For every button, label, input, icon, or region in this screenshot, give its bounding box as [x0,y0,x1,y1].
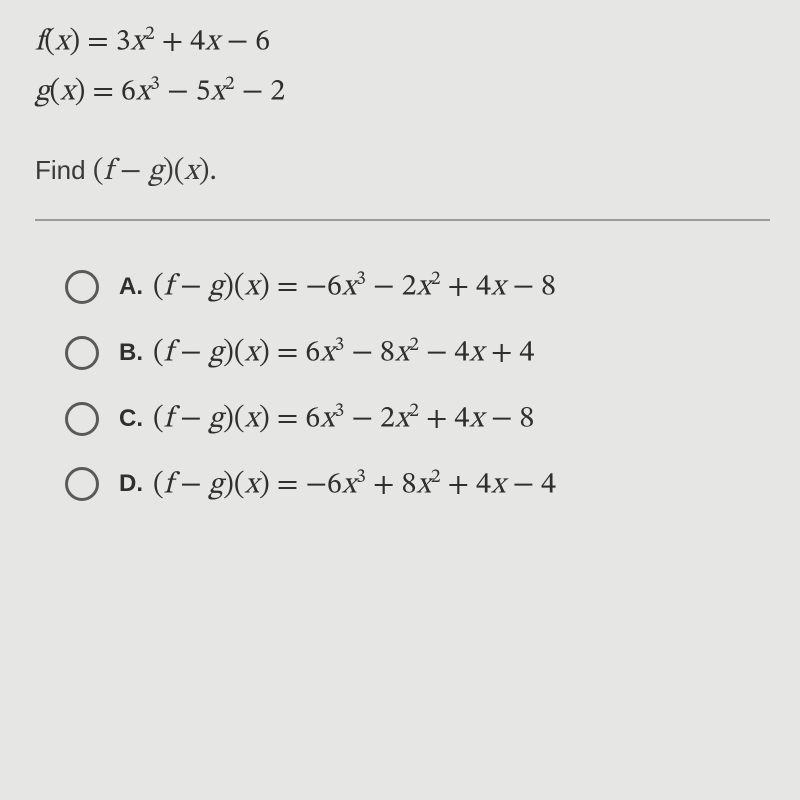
choice-c[interactable]: C. (f − g)(x) = 6x3 − 2x2 + 4x − 8 [65,399,770,439]
prompt-expression: (f − g)(x). [93,157,217,187]
choice-letter: A. [119,273,143,301]
radio-icon[interactable] [65,336,99,370]
function-f: f(x) = 3x2 + 4x − 6 [35,20,770,66]
choice-expression: (f − g)(x) = 6x3 − 8x2 − 4x + 4 [153,333,534,373]
choice-expression: (f − g)(x) = −6x3 − 2x2 + 4x − 8 [153,267,556,307]
choice-expression: (f − g)(x) = −6x3 + 8x2 + 4x − 4 [153,465,556,505]
choice-b[interactable]: B. (f − g)(x) = 6x3 − 8x2 − 4x + 4 [65,333,770,373]
choice-letter: D. [119,470,143,498]
divider [35,219,770,221]
answer-choices: A. (f − g)(x) = −6x3 − 2x2 + 4x − 8 B. (… [35,231,770,504]
choice-a[interactable]: A. (f − g)(x) = −6x3 − 2x2 + 4x − 8 [65,267,770,307]
function-g: g(x) = 6x3 − 5x2 − 2 [35,70,770,116]
choice-letter: B. [119,339,143,367]
radio-icon[interactable] [65,402,99,436]
radio-icon[interactable] [65,467,99,501]
choice-expression: (f − g)(x) = 6x3 − 2x2 + 4x − 8 [153,399,534,439]
question-prompt: Find (f − g)(x). [35,153,770,191]
radio-icon[interactable] [65,270,99,304]
question-card: f(x) = 3x2 + 4x − 6 g(x) = 6x3 − 5x2 − 2… [0,0,800,560]
choice-d[interactable]: D. (f − g)(x) = −6x3 + 8x2 + 4x − 4 [65,465,770,505]
prompt-prefix: Find [35,155,93,185]
choice-letter: C. [119,405,143,433]
